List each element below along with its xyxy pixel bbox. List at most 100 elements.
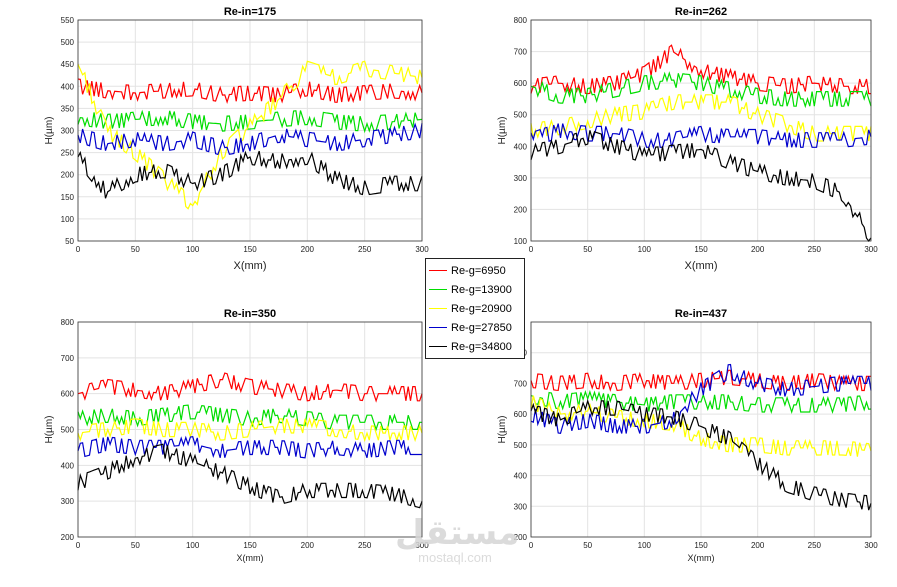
axes-frame bbox=[77, 321, 423, 538]
legend-item: Re-g=34800 bbox=[429, 337, 521, 356]
y-axis-label: H(µm) bbox=[44, 416, 55, 444]
x-tick-label: 150 bbox=[694, 541, 708, 550]
y-tick-label: 500 bbox=[61, 426, 75, 435]
x-tick-label: 0 bbox=[76, 245, 81, 254]
legend-item: Re-g=6950 bbox=[429, 261, 521, 280]
y-tick-label: 400 bbox=[514, 142, 528, 151]
x-tick-label: 100 bbox=[186, 541, 200, 550]
y-tick-label: 400 bbox=[61, 82, 75, 91]
y-tick-label: 700 bbox=[514, 48, 528, 57]
legend-item: Re-g=27850 bbox=[429, 318, 521, 337]
x-tick-label: 200 bbox=[751, 245, 765, 254]
series-line bbox=[77, 435, 422, 459]
x-axis-label: X(mm) bbox=[688, 553, 715, 563]
y-tick-label: 300 bbox=[514, 502, 528, 511]
series-line bbox=[77, 78, 423, 104]
y-tick-label: 500 bbox=[514, 441, 528, 450]
x-tick-label: 0 bbox=[529, 245, 534, 254]
legend-swatch-2 bbox=[429, 308, 447, 309]
axes-frame bbox=[77, 19, 423, 242]
y-tick-label: 700 bbox=[61, 354, 75, 363]
x-tick-label: 200 bbox=[301, 245, 315, 254]
y-tick-label: 200 bbox=[61, 171, 75, 180]
legend-swatch-1 bbox=[429, 289, 447, 290]
y-tick-label: 50 bbox=[65, 237, 74, 246]
x-tick-label: 50 bbox=[131, 541, 140, 550]
y-tick-label: 100 bbox=[514, 237, 528, 246]
x-tick-label: 300 bbox=[864, 245, 878, 254]
legend: Re-g=6950 Re-g=13900 Re-g=20900 Re-g=278… bbox=[425, 258, 525, 359]
series-line bbox=[530, 130, 872, 243]
y-tick-label: 250 bbox=[61, 149, 75, 158]
chart-panel: 0 50 100 150 200 250 300 100 200 300 400 500 600 700 8… bbox=[497, 6, 878, 272]
series-line bbox=[77, 417, 423, 443]
legend-swatch-0 bbox=[429, 270, 447, 271]
x-tick-label: 150 bbox=[694, 245, 708, 254]
chart-title: Re-in=262 bbox=[675, 6, 727, 18]
series-line bbox=[530, 363, 872, 434]
series-line bbox=[77, 122, 423, 156]
chart-panel: 050100150200250300200300400500600700800R… bbox=[497, 308, 878, 563]
series-line bbox=[530, 44, 871, 95]
y-axis-label: H(µm) bbox=[497, 117, 508, 145]
series-line bbox=[530, 389, 872, 414]
legend-label: Re-g=6950 bbox=[451, 264, 506, 277]
x-axis-label: X(mm) bbox=[234, 260, 267, 272]
y-tick-label: 300 bbox=[514, 174, 528, 183]
x-axis-label: X(mm) bbox=[685, 260, 718, 272]
legend-swatch-3 bbox=[429, 327, 447, 328]
x-tick-label: 50 bbox=[583, 541, 592, 550]
x-tick-label: 200 bbox=[751, 541, 765, 550]
y-tick-label: 450 bbox=[61, 60, 75, 69]
y-tick-label: 500 bbox=[61, 38, 75, 47]
y-tick-label: 300 bbox=[61, 497, 75, 506]
x-tick-label: 50 bbox=[583, 245, 592, 254]
axes-frame bbox=[530, 321, 872, 538]
legend-label: Re-g=13900 bbox=[451, 283, 512, 296]
x-tick-label: 200 bbox=[301, 541, 315, 550]
series-line bbox=[530, 92, 872, 142]
y-axis-label: H(µm) bbox=[44, 117, 55, 145]
y-tick-label: 400 bbox=[514, 472, 528, 481]
legend-label: Re-g=20900 bbox=[451, 302, 512, 315]
series-line bbox=[77, 443, 423, 509]
x-axis-label: X(mm) bbox=[237, 553, 264, 563]
y-tick-label: 100 bbox=[61, 215, 75, 224]
y-tick-label: 600 bbox=[514, 410, 528, 419]
chart-title: Re-in=437 bbox=[675, 308, 727, 320]
x-tick-label: 100 bbox=[638, 245, 652, 254]
y-tick-label: 700 bbox=[514, 379, 528, 388]
x-tick-label: 300 bbox=[415, 245, 429, 254]
y-tick-label: 600 bbox=[514, 79, 528, 88]
chart-title: Re-in=175 bbox=[224, 6, 276, 18]
y-tick-label: 550 bbox=[61, 16, 75, 25]
watermark-url: mostaql.com bbox=[418, 550, 492, 565]
y-tick-label: 500 bbox=[514, 111, 528, 120]
x-tick-label: 50 bbox=[131, 245, 140, 254]
y-tick-label: 350 bbox=[61, 104, 75, 113]
x-tick-label: 150 bbox=[243, 245, 257, 254]
series-line bbox=[530, 395, 872, 457]
x-tick-label: 150 bbox=[243, 541, 257, 550]
legend-label: Re-g=34800 bbox=[451, 340, 512, 353]
watermark: مستقل mostaql.com bbox=[395, 513, 520, 565]
series-line bbox=[530, 71, 872, 109]
watermark-logo: مستقل bbox=[395, 513, 520, 553]
y-tick-label: 200 bbox=[61, 533, 75, 542]
legend-item: Re-g=13900 bbox=[429, 280, 521, 299]
x-tick-label: 300 bbox=[864, 541, 878, 550]
series-line bbox=[77, 109, 423, 134]
legend-swatch-4 bbox=[429, 346, 447, 347]
y-axis-label: H(µm) bbox=[497, 416, 508, 444]
x-tick-label: 0 bbox=[529, 541, 534, 550]
y-tick-label: 150 bbox=[61, 193, 75, 202]
y-tick-label: 200 bbox=[514, 533, 528, 542]
y-tick-label: 800 bbox=[514, 16, 528, 25]
chart-panel: 0 50 100 150 200 250 3005010015020025030035040… bbox=[44, 6, 429, 272]
x-tick-label: 0 bbox=[76, 541, 81, 550]
y-tick-label: 200 bbox=[514, 205, 528, 214]
chart-title: Re-in=350 bbox=[224, 308, 276, 320]
series-line bbox=[530, 398, 872, 511]
